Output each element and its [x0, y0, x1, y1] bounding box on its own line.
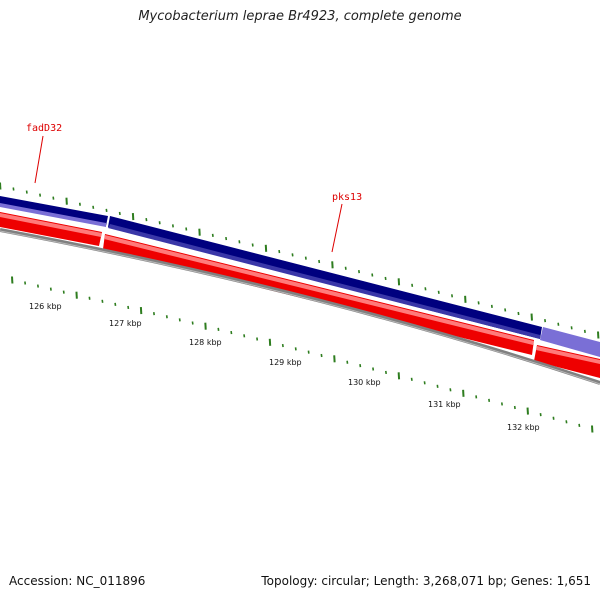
- gene-label-pks13[interactable]: pks13: [332, 192, 362, 203]
- upper-tick-row: [0, 182, 600, 339]
- forward-feature-pks13-edge: [108, 224, 540, 339]
- lower-tick-row: [11, 276, 594, 433]
- scale-label: 129 kbp: [269, 358, 302, 367]
- genome-summary-text: Topology: circular; Length: 3,268,071 bp…: [261, 574, 591, 588]
- reverse-track: [0, 212, 600, 378]
- map-title: Mycobacterium leprae Br4923, complete ge…: [138, 9, 462, 24]
- forward-feature-left-light: [0, 203, 106, 227]
- genome-backbone: [0, 228, 600, 385]
- reverse-feature-left-highlight: [0, 213, 102, 237]
- scale-label: 127 kbp: [109, 319, 142, 328]
- gene-label-fadD32[interactable]: fadD32: [26, 123, 62, 134]
- genome-backbone-shadow: [0, 230, 600, 385]
- gene-label-leader: [331, 203, 343, 253]
- scale-labels: 126 kbp 127 kbp 128 kbp 129 kbp 130 kbp …: [29, 302, 540, 432]
- forward-track: [0, 196, 600, 357]
- gene-label-leader: [34, 135, 44, 184]
- reverse-feature-right-highlight: [536, 346, 600, 364]
- scale-label: 128 kbp: [189, 338, 222, 347]
- scale-label: 131 kbp: [428, 400, 461, 409]
- reverse-feature-middle-highlight: [104, 235, 534, 345]
- reverse-feature-right[interactable]: [534, 345, 600, 378]
- scale-label: 126 kbp: [29, 302, 62, 311]
- accession-text: Accession: NC_011896: [9, 574, 146, 588]
- forward-feature-right[interactable]: [540, 327, 600, 357]
- scale-label: 130 kbp: [348, 378, 381, 387]
- gene-labels: fadD32 pks13: [26, 123, 362, 253]
- scale-label: 132 kbp: [507, 423, 540, 432]
